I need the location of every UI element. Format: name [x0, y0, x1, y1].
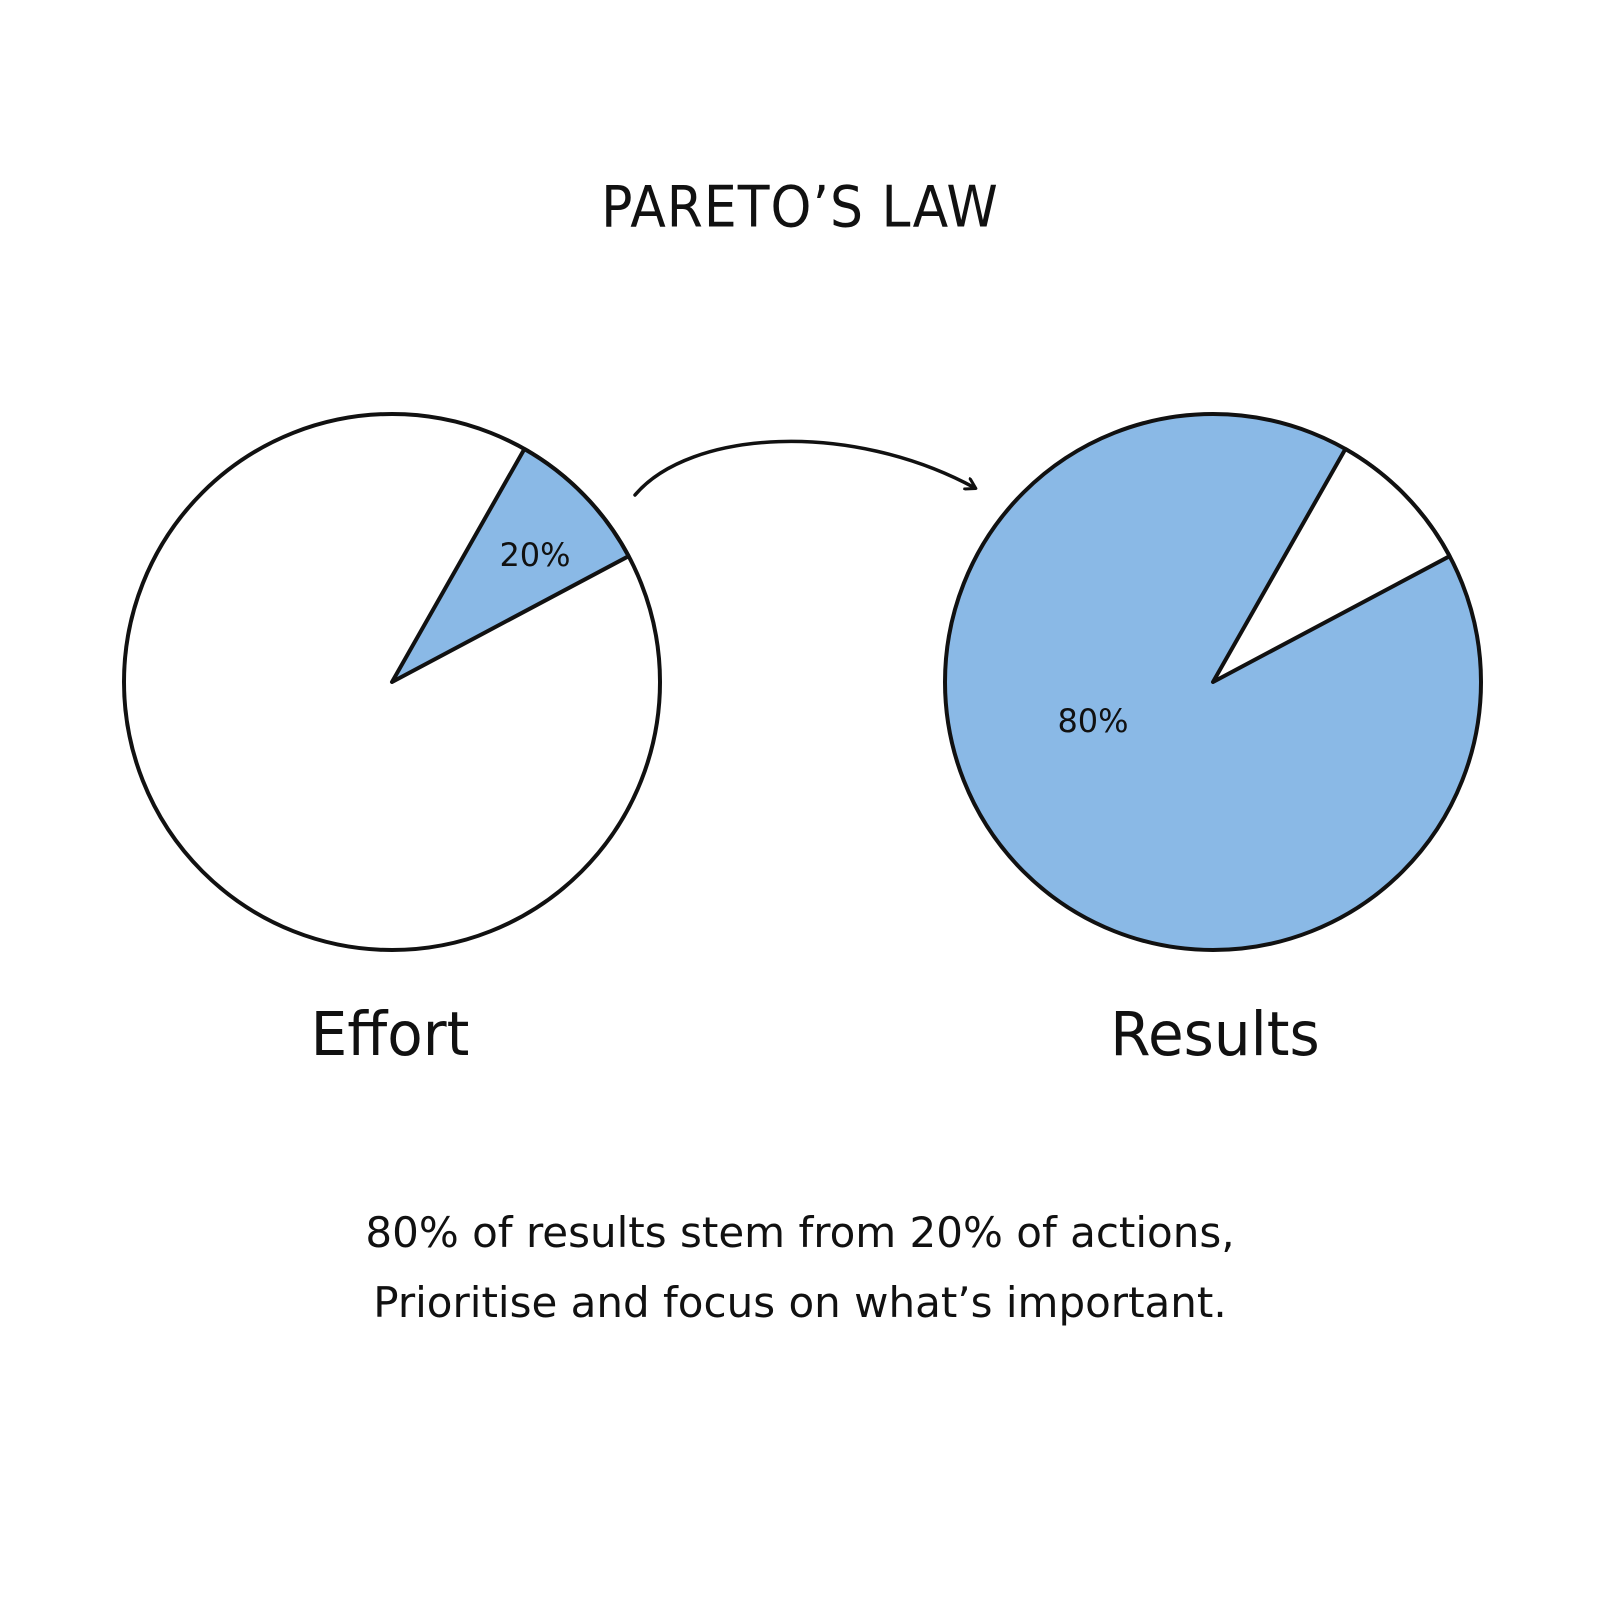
effort-pie: 20% — [122, 412, 662, 952]
results-remainder-slice — [1211, 447, 1452, 684]
page-title: PARETO’S LAW — [601, 175, 999, 241]
results-slice-label: 80% — [1057, 702, 1128, 740]
effort-label: Effort — [310, 998, 470, 1070]
arrow-icon — [633, 439, 975, 497]
caption-line-1: 80% of results stem from 20% of actions, — [365, 1208, 1235, 1257]
results-label: Results — [1110, 998, 1320, 1070]
effort-highlight-slice — [390, 447, 631, 684]
caption-line-2: Prioritise and focus on what’s important… — [373, 1278, 1227, 1327]
effort-slice-label: 20% — [499, 536, 570, 574]
results-pie: 80% — [943, 412, 1483, 952]
